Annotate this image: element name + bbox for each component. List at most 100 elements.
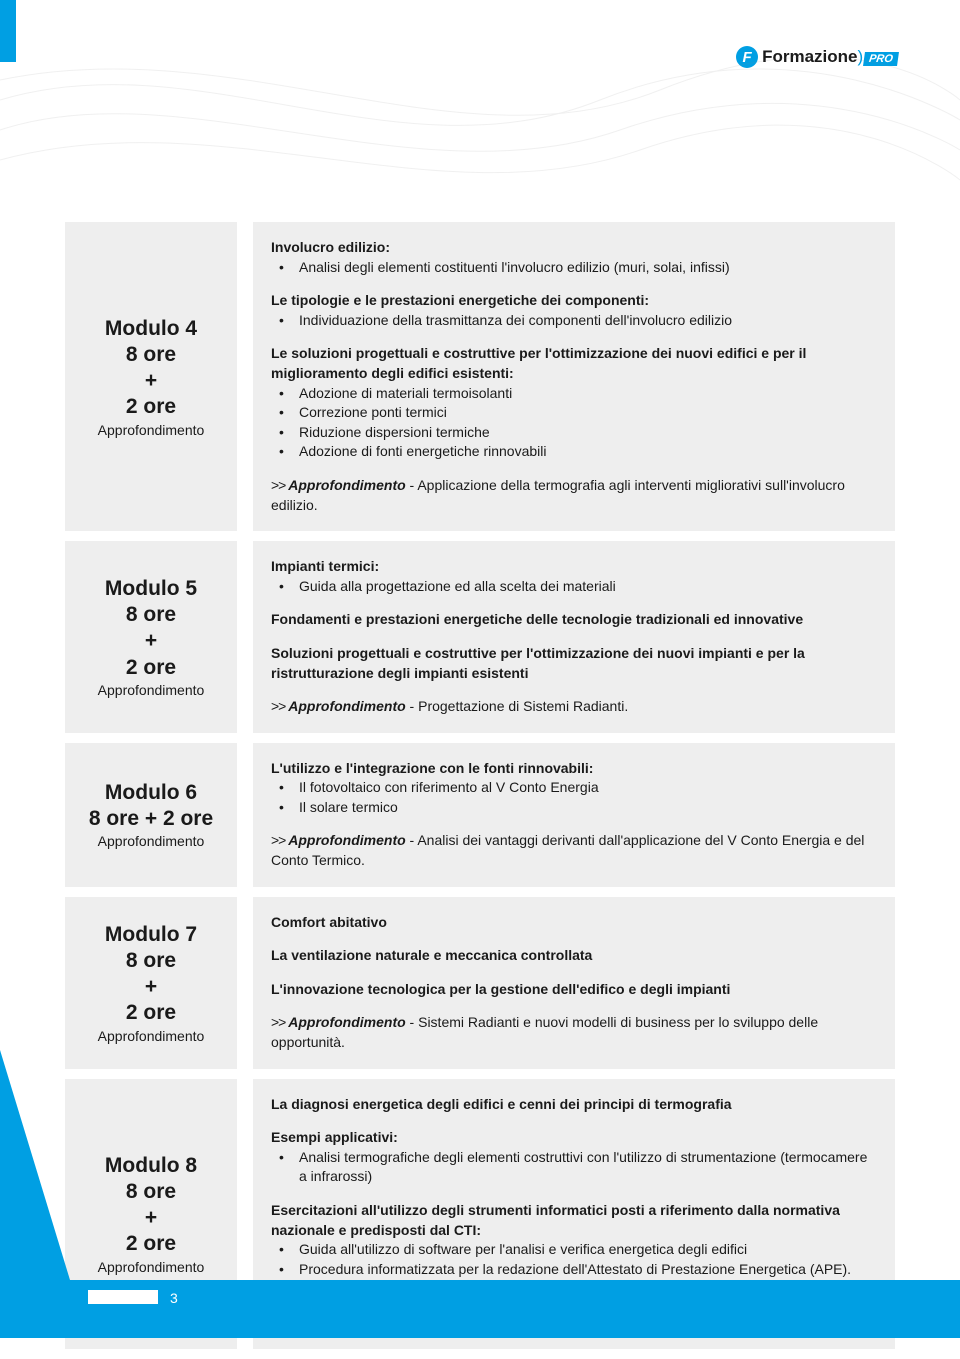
page-number: 3 (170, 1290, 178, 1306)
module-left: Modulo 68 ore + 2 oreApprofondimento (65, 743, 237, 887)
list-item: Guida alla progettazione ed alla scelta … (271, 577, 877, 597)
block-title: Impianti termici: (271, 558, 379, 574)
list-item: Adozione di fonti energetiche rinnovabil… (271, 442, 877, 462)
content-block: Esercitazioni all'utilizzo degli strumen… (271, 1201, 877, 1279)
modules-container: Modulo 48 ore+2 oreApprofondimentoInvolu… (65, 222, 895, 1359)
module-sub: Approfondimento (98, 1028, 205, 1044)
module-title: Modulo 7 (105, 922, 197, 948)
block-heading: L'innovazione tecnologica per la gestion… (271, 981, 730, 997)
block-list: Il fotovoltaico con riferimento al V Con… (271, 778, 877, 817)
content-block: L'utilizzo e l'integrazione con le fonti… (271, 759, 877, 818)
list-item: Correzione ponti termici (271, 403, 877, 423)
footer-bar (0, 1280, 960, 1338)
module-title: Modulo 6 (105, 780, 197, 806)
module-hours-line: 8 ore (126, 1179, 176, 1205)
appro-text: - Progettazione di Sistemi Radianti. (406, 698, 629, 714)
module-left: Modulo 58 ore+2 oreApprofondimento (65, 541, 237, 733)
list-item: Analisi termografiche degli elementi cos… (271, 1148, 877, 1187)
content-block: La diagnosi energetica degli edifici e c… (271, 1095, 877, 1115)
content-block: Esempi applicativi: Analisi termografiche… (271, 1128, 877, 1187)
module-content: L'utilizzo e l'integrazione con le fonti… (253, 743, 895, 887)
block-title: L'utilizzo e l'integrazione con le fonti… (271, 760, 593, 776)
content-block: Involucro edilizio: Analisi degli element… (271, 238, 877, 277)
block-title: Le soluzioni progettuali e costruttive p… (271, 345, 806, 381)
module-hours-line: 2 ore (126, 655, 176, 681)
module-hours-line: + (145, 628, 157, 654)
module-hours-line: 8 ore (126, 948, 176, 974)
list-item: Procedura informatizzata per la redazion… (271, 1260, 877, 1280)
block-heading: Fondamenti e prestazioni energetiche del… (271, 611, 803, 627)
module-hours-line: + (145, 368, 157, 394)
block-heading: La ventilazione naturale e meccanica con… (271, 947, 592, 963)
appro-label: Approfondimento (288, 1014, 405, 1030)
module-title: Modulo 5 (105, 576, 197, 602)
block-list: Guida alla progettazione ed alla scelta … (271, 577, 877, 597)
module-row: Modulo 78 ore+2 oreApprofondimentoComfor… (65, 897, 895, 1069)
module-content: Involucro edilizio: Analisi degli element… (253, 222, 895, 531)
block-heading: Soluzioni progettuali e costruttive per … (271, 645, 805, 681)
top-blue-corner (0, 0, 16, 62)
module-sub: Approfondimento (98, 833, 205, 849)
footer-box (88, 1290, 158, 1304)
module-title: Modulo 8 (105, 1153, 197, 1179)
appro-label: Approfondimento (288, 832, 405, 848)
module-sub: Approfondimento (98, 682, 205, 698)
block-list: Guida all'utilizzo di software per l'ana… (271, 1240, 877, 1279)
block-title: Esempi applicativi: (271, 1129, 398, 1145)
chevron-icon: >> (271, 477, 288, 493)
logo-icon: F (736, 46, 758, 68)
module-content: Impianti termici: Guida alla progettazion… (253, 541, 895, 733)
footer-triangle (0, 1050, 70, 1280)
module-row: Modulo 68 ore + 2 oreApprofondimentoL'ut… (65, 743, 895, 887)
module-sub: Approfondimento (98, 1259, 205, 1275)
module-hours-line: 8 ore + 2 ore (89, 806, 213, 832)
content-block: >> Approfondimento - Sistemi Radianti e … (271, 1013, 877, 1052)
content-block: Le tipologie e le prestazioni energetich… (271, 291, 877, 330)
content-block: Impianti termici: Guida alla progettazion… (271, 557, 877, 596)
content-block: Le soluzioni progettuali e costruttive p… (271, 344, 877, 462)
module-hours-line: 2 ore (126, 394, 176, 420)
logo-text: Formazione)PRO (762, 47, 898, 67)
module-hours-line: 2 ore (126, 1000, 176, 1026)
list-item: Analisi degli elementi costituenti l'inv… (271, 258, 877, 278)
list-item: Individuazione della trasmittanza dei co… (271, 311, 877, 331)
module-title: Modulo 4 (105, 316, 197, 342)
block-heading: La diagnosi energetica degli edifici e c… (271, 1096, 732, 1112)
logo-badge: PRO (863, 52, 899, 66)
block-title: Esercitazioni all'utilizzo degli strumen… (271, 1202, 840, 1238)
module-hours-line: 8 ore (126, 602, 176, 628)
appro-label: Approfondimento (288, 698, 405, 714)
module-left: Modulo 48 ore+2 ore Approfondimento (65, 222, 237, 531)
chevron-icon: >> (271, 698, 288, 714)
content-block: Comfort abitativo (271, 913, 877, 933)
appro-label: Approfondimento (288, 477, 405, 493)
block-title: Involucro edilizio: (271, 239, 390, 255)
module-content: Comfort abitativo La ventilazione natural… (253, 897, 895, 1069)
content-block: La ventilazione naturale e meccanica con… (271, 946, 877, 966)
module-hours-line: 2 ore (126, 1231, 176, 1257)
chevron-icon: >> (271, 1014, 288, 1030)
block-list: Adozione di materiali termoisolantiCorre… (271, 384, 877, 462)
list-item: Il fotovoltaico con riferimento al V Con… (271, 778, 877, 798)
logo: F Formazione)PRO (736, 46, 898, 68)
list-item: Adozione di materiali termoisolanti (271, 384, 877, 404)
module-row: Modulo 58 ore+2 oreApprofondimentoImpian… (65, 541, 895, 733)
content-block: L'innovazione tecnologica per la gestion… (271, 980, 877, 1000)
block-list: Analisi degli elementi costituenti l'inv… (271, 258, 877, 278)
content-block: Soluzioni progettuali e costruttive per … (271, 644, 877, 683)
list-item: Il solare termico (271, 798, 877, 818)
module-hours-line: + (145, 974, 157, 1000)
list-item: Guida all'utilizzo di software per l'ana… (271, 1240, 877, 1260)
module-left: Modulo 78 ore+2 ore Approfondimento (65, 897, 237, 1069)
block-title: Le tipologie e le prestazioni energetich… (271, 292, 649, 308)
module-sub: Approfondimento (98, 422, 205, 438)
module-hours-line: 8 ore (126, 342, 176, 368)
list-item: Riduzione dispersioni termiche (271, 423, 877, 443)
chevron-icon: >> (271, 832, 288, 848)
block-list: Individuazione della trasmittanza dei co… (271, 311, 877, 331)
block-heading: Comfort abitativo (271, 914, 387, 930)
block-list: Analisi termografiche degli elementi cos… (271, 1148, 877, 1187)
content-block: Fondamenti e prestazioni energetiche del… (271, 610, 877, 630)
content-block: >> Approfondimento - Applicazione della … (271, 476, 877, 515)
content-block: >> Approfondimento - Analisi dei vantagg… (271, 831, 877, 870)
